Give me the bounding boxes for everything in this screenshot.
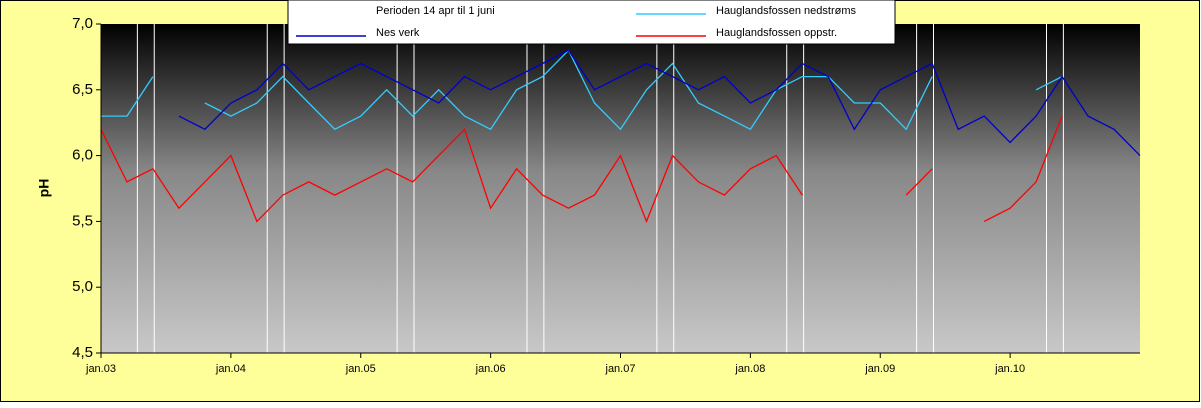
x-tick-label: jan.09 bbox=[864, 363, 895, 375]
y-tick-label: 6,0 bbox=[72, 147, 93, 164]
y-axis-label: pH bbox=[36, 179, 52, 198]
legend-label: Perioden 14 apr til 1 juni bbox=[376, 5, 495, 17]
y-tick-label: 5,0 bbox=[72, 278, 93, 295]
x-tick-label: jan.05 bbox=[345, 363, 376, 375]
x-tick-label: jan.04 bbox=[215, 363, 246, 375]
legend-label: Nes verk bbox=[376, 27, 420, 39]
x-tick-label: jan.06 bbox=[475, 363, 506, 375]
y-tick-label: 5,5 bbox=[72, 212, 93, 229]
plot-area bbox=[101, 24, 1140, 353]
legend-label: Hauglandsfossen nedstrøms bbox=[716, 5, 857, 17]
legend bbox=[287, 0, 896, 45]
y-tick-label: 4,5 bbox=[72, 344, 93, 361]
x-tick-label: jan.10 bbox=[994, 363, 1025, 375]
x-tick-label: jan.07 bbox=[605, 363, 636, 375]
y-tick-label: 7,0 bbox=[72, 15, 93, 32]
plot bbox=[100, 24, 1141, 353]
legend-label: Hauglandsfossen oppstr. bbox=[716, 27, 837, 39]
series-line bbox=[101, 76, 154, 117]
y-tick-label: 6,5 bbox=[72, 81, 93, 98]
x-tick-label: jan.03 bbox=[85, 363, 116, 375]
series-line bbox=[983, 115, 1063, 222]
series-line bbox=[178, 49, 1141, 157]
series-line bbox=[1035, 76, 1063, 91]
series-line bbox=[100, 128, 803, 224]
series-line bbox=[905, 168, 933, 196]
x-tick-label: jan.08 bbox=[734, 363, 765, 375]
